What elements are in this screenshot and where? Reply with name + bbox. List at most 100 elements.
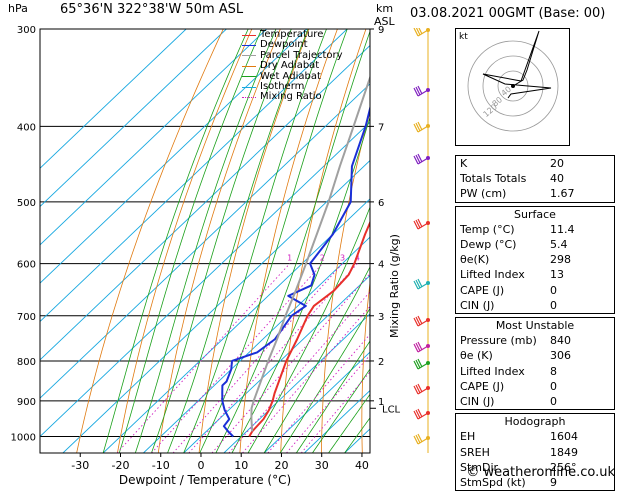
row-label: CAPE (J) <box>460 283 505 297</box>
table-row: Pressure (mb) 840 <box>456 333 614 348</box>
table-row: EH 1604 <box>456 429 614 444</box>
stability-tables: K 20 Totals Totals 40 PW (cm) 1.67 Surface Te… <box>455 155 615 494</box>
mixing-ratio-line <box>300 371 370 453</box>
wind-barb <box>413 85 430 97</box>
wet-adiabat <box>167 29 309 453</box>
wet-adiabat <box>151 29 292 453</box>
pressure-tick-label: 900 <box>17 397 36 408</box>
series-temperature <box>248 220 370 437</box>
dry-adiabat <box>117 29 253 453</box>
wet-adiabat <box>279 307 370 453</box>
isotherm <box>40 121 370 438</box>
wet-adiabat <box>183 29 327 453</box>
wet-adiabat <box>231 116 370 453</box>
temperature-tick-label: 30 <box>315 459 329 472</box>
isotherm <box>40 29 187 169</box>
legend-label: Mixing Ratio <box>260 91 322 103</box>
isotherm <box>102 198 370 453</box>
wind-profile <box>413 28 430 453</box>
wet-adiabat <box>199 29 348 453</box>
temperature-tick-label: 0 <box>197 459 204 472</box>
pressure-tick-label: 600 <box>17 260 36 271</box>
wet-adiabat <box>312 368 370 453</box>
isotherm <box>40 29 348 323</box>
temperature-tick-label: 20 <box>274 459 288 472</box>
indices-box: K 20 Totals Totals 40 PW (cm) 1.67 <box>455 155 615 203</box>
legend-swatch <box>242 97 256 99</box>
mixing-ratio-label: 3 <box>340 254 345 263</box>
wet-adiabat <box>328 393 370 453</box>
row-label: PW (cm) <box>460 187 507 201</box>
row-label: EH <box>460 430 476 444</box>
wet-adiabat <box>215 30 370 453</box>
footer-credit: © weatheronline.co.uk <box>466 465 615 480</box>
legend-item: Dry Adiabat <box>242 60 343 71</box>
pressure-tick-label: 300 <box>17 25 36 36</box>
table-row: PW (cm) 1.67 <box>456 186 614 201</box>
wet-adiabat <box>118 29 263 453</box>
row-label: CIN (J) <box>460 298 495 312</box>
series-dewpoint <box>221 104 370 438</box>
pressure-tick-label: 700 <box>17 312 36 323</box>
km-tick-label: 3 <box>378 312 384 323</box>
km-tick-label: 6 <box>378 198 384 209</box>
isotherm <box>223 313 370 453</box>
row-value: 11.4 <box>550 222 575 236</box>
legend-label: Wet Adiabat <box>260 70 321 82</box>
temperature-tick-label: 40 <box>355 459 369 472</box>
row-label: θe (K) <box>460 349 493 363</box>
temperature-tick-label: -30 <box>71 459 89 472</box>
legend-swatch <box>242 34 256 36</box>
legend-label: Dewpoint <box>260 39 308 51</box>
mixing-ratio-line <box>228 291 370 453</box>
lcl-label: LCL <box>382 404 401 415</box>
legend-swatch <box>242 55 256 57</box>
wind-barb <box>413 408 430 420</box>
wet-adiabat <box>102 29 249 453</box>
isotherm <box>183 274 370 453</box>
table-row: CAPE (J) 0 <box>456 283 614 298</box>
wind-barb <box>413 341 430 353</box>
dry-adiabat <box>76 29 224 453</box>
hodograph-trace <box>482 30 552 99</box>
row-label: CAPE (J) <box>460 379 505 393</box>
dry-adiabat <box>280 29 367 453</box>
datetime-title: 03.08.2021 00GMT (Base: 00) <box>410 6 606 21</box>
row-label: CIN (J) <box>460 395 495 409</box>
mixing-ratio-line <box>172 263 343 453</box>
legend-label: Parcel Trajectory <box>260 49 343 61</box>
hodograph-ring <box>482 55 544 117</box>
row-value: 9 <box>550 476 557 490</box>
pressure-tick-label: 1000 <box>11 432 36 443</box>
row-value: 0 <box>550 298 557 312</box>
km-tick-label: 1 <box>378 397 384 408</box>
mixing-ratio-line <box>116 263 291 453</box>
temperature-tick-label: 10 <box>234 459 248 472</box>
wind-barb <box>413 358 430 370</box>
km-tick-label: 9 <box>378 25 384 36</box>
row-label: Lifted Index <box>460 268 525 282</box>
legend-swatch <box>242 86 256 88</box>
wind-barb <box>413 383 430 395</box>
km-unit: km <box>376 2 394 15</box>
wet-adiabat <box>295 340 370 453</box>
legend-swatch <box>242 65 256 67</box>
row-label: StmDir <box>460 460 499 474</box>
wind-barb <box>413 218 430 230</box>
row-value: 0 <box>550 379 557 393</box>
table-row: CAPE (J) 0 <box>456 379 614 394</box>
table-row: CIN (J) 0 <box>456 298 614 313</box>
mixing-ratio-line <box>211 273 370 453</box>
mixing-ratio-label: 2 <box>320 254 325 263</box>
temperature-tick-label: -20 <box>112 459 130 472</box>
pressure-tick-label: 400 <box>17 122 36 133</box>
legend-item: Parcel Trajectory <box>242 49 343 61</box>
isotherm <box>40 29 227 208</box>
dry-adiabat <box>361 279 370 453</box>
row-value: 298 <box>550 253 571 267</box>
wind-barb <box>413 315 430 327</box>
km-tick-label: 4 <box>378 260 384 271</box>
most-unstable-box: Most Unstable Pressure (mb) 840 θe (K) 306 L… <box>455 317 615 411</box>
